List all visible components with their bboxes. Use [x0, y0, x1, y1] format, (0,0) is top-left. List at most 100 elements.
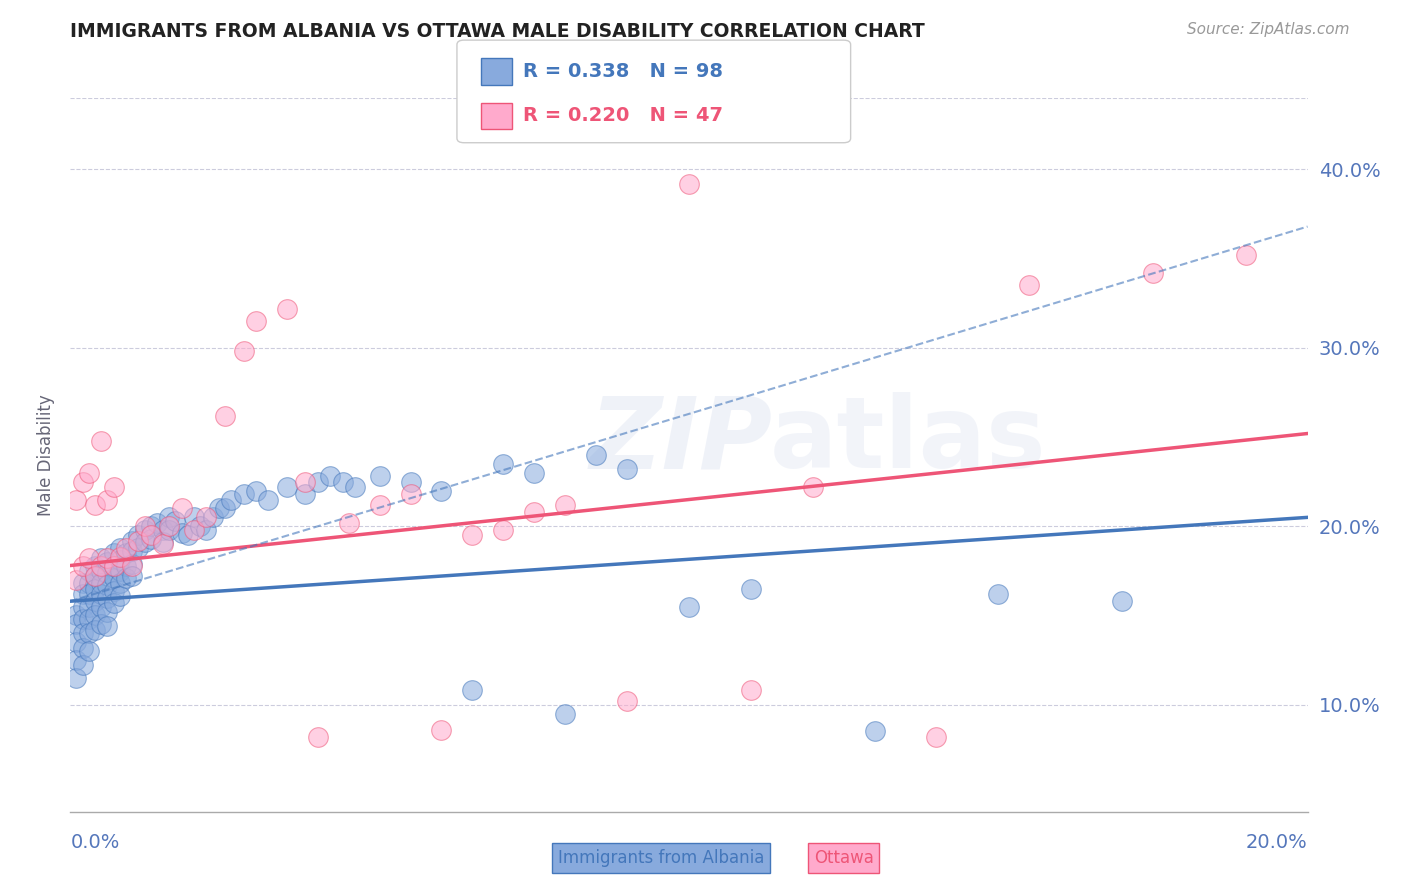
Point [461, 683, 484, 698]
Point [127, 541, 149, 555]
Text: IMMIGRANTS FROM ALBANIA VS OTTAWA MALE DISABILITY CORRELATION CHART: IMMIGRANTS FROM ALBANIA VS OTTAWA MALE D… [70, 22, 925, 41]
Point [183, 510, 205, 524]
Point [72, 658, 94, 673]
Point [523, 466, 546, 480]
Point [65, 653, 87, 667]
Point [65, 635, 87, 649]
Point [337, 516, 360, 530]
Point [461, 528, 484, 542]
Point [115, 558, 138, 573]
Point [103, 480, 125, 494]
Point [90, 599, 112, 614]
Point [103, 558, 125, 573]
Point [165, 514, 187, 528]
Point [77, 644, 100, 658]
Text: Source: ZipAtlas.com: Source: ZipAtlas.com [1187, 22, 1350, 37]
Point [65, 492, 87, 507]
Point [492, 457, 515, 471]
Point [121, 533, 143, 548]
Point [276, 480, 298, 494]
Point [368, 498, 391, 512]
Point [96, 492, 118, 507]
Point [152, 535, 174, 549]
Point [294, 487, 316, 501]
Point [188, 519, 211, 533]
Point [232, 344, 254, 359]
Point [96, 578, 118, 592]
Point [72, 558, 94, 573]
Point [139, 519, 162, 533]
Point [368, 469, 391, 483]
Point [72, 626, 94, 640]
Point [84, 594, 107, 608]
Text: R = 0.220   N = 47: R = 0.220 N = 47 [523, 106, 723, 126]
Point [84, 558, 107, 573]
Point [146, 516, 169, 530]
Point [740, 683, 762, 698]
Point [108, 553, 131, 567]
Point [90, 576, 112, 591]
Point [77, 564, 100, 578]
Point [84, 569, 107, 583]
Point [170, 526, 193, 541]
Point [523, 505, 546, 519]
Point [399, 487, 422, 501]
Point [65, 573, 87, 587]
Point [157, 523, 180, 537]
Point [214, 409, 236, 423]
Point [103, 583, 125, 598]
Text: 20.0%: 20.0% [1246, 833, 1308, 852]
Point [77, 626, 100, 640]
Point [77, 551, 100, 566]
Point [121, 569, 143, 583]
Point [90, 617, 112, 632]
Point [430, 483, 453, 498]
Point [678, 177, 700, 191]
Point [195, 523, 218, 537]
Point [84, 623, 107, 637]
Text: ZIP: ZIP [591, 392, 773, 489]
Point [343, 480, 366, 494]
Point [90, 564, 112, 578]
Point [77, 599, 100, 614]
Point [399, 475, 422, 489]
Point [987, 587, 1010, 601]
Point [115, 571, 138, 585]
Point [96, 566, 118, 580]
Point [96, 555, 118, 569]
Point [65, 617, 87, 632]
Point [678, 599, 700, 614]
Point [115, 546, 138, 560]
Point [208, 501, 231, 516]
Point [276, 301, 298, 316]
Point [863, 724, 886, 739]
Point [77, 612, 100, 626]
Point [72, 612, 94, 626]
Point [152, 537, 174, 551]
Point [96, 591, 118, 605]
Point [77, 576, 100, 591]
Point [157, 519, 180, 533]
Point [96, 551, 118, 566]
Point [201, 510, 224, 524]
Point [430, 723, 453, 737]
Point [183, 523, 205, 537]
Point [801, 480, 824, 494]
Point [195, 510, 218, 524]
Point [1234, 248, 1257, 262]
Point [121, 558, 143, 573]
Point [139, 532, 162, 546]
Text: Immigrants from Albania: Immigrants from Albania [558, 849, 763, 867]
Text: atlas: atlas [769, 392, 1046, 489]
Point [127, 533, 149, 548]
Point [492, 523, 515, 537]
Point [103, 558, 125, 573]
Point [103, 596, 125, 610]
Point [616, 694, 638, 708]
Point [134, 535, 156, 549]
Point [84, 582, 107, 596]
Point [134, 519, 156, 533]
Point [219, 492, 242, 507]
Point [925, 730, 948, 744]
Text: Ottawa: Ottawa [814, 849, 873, 867]
